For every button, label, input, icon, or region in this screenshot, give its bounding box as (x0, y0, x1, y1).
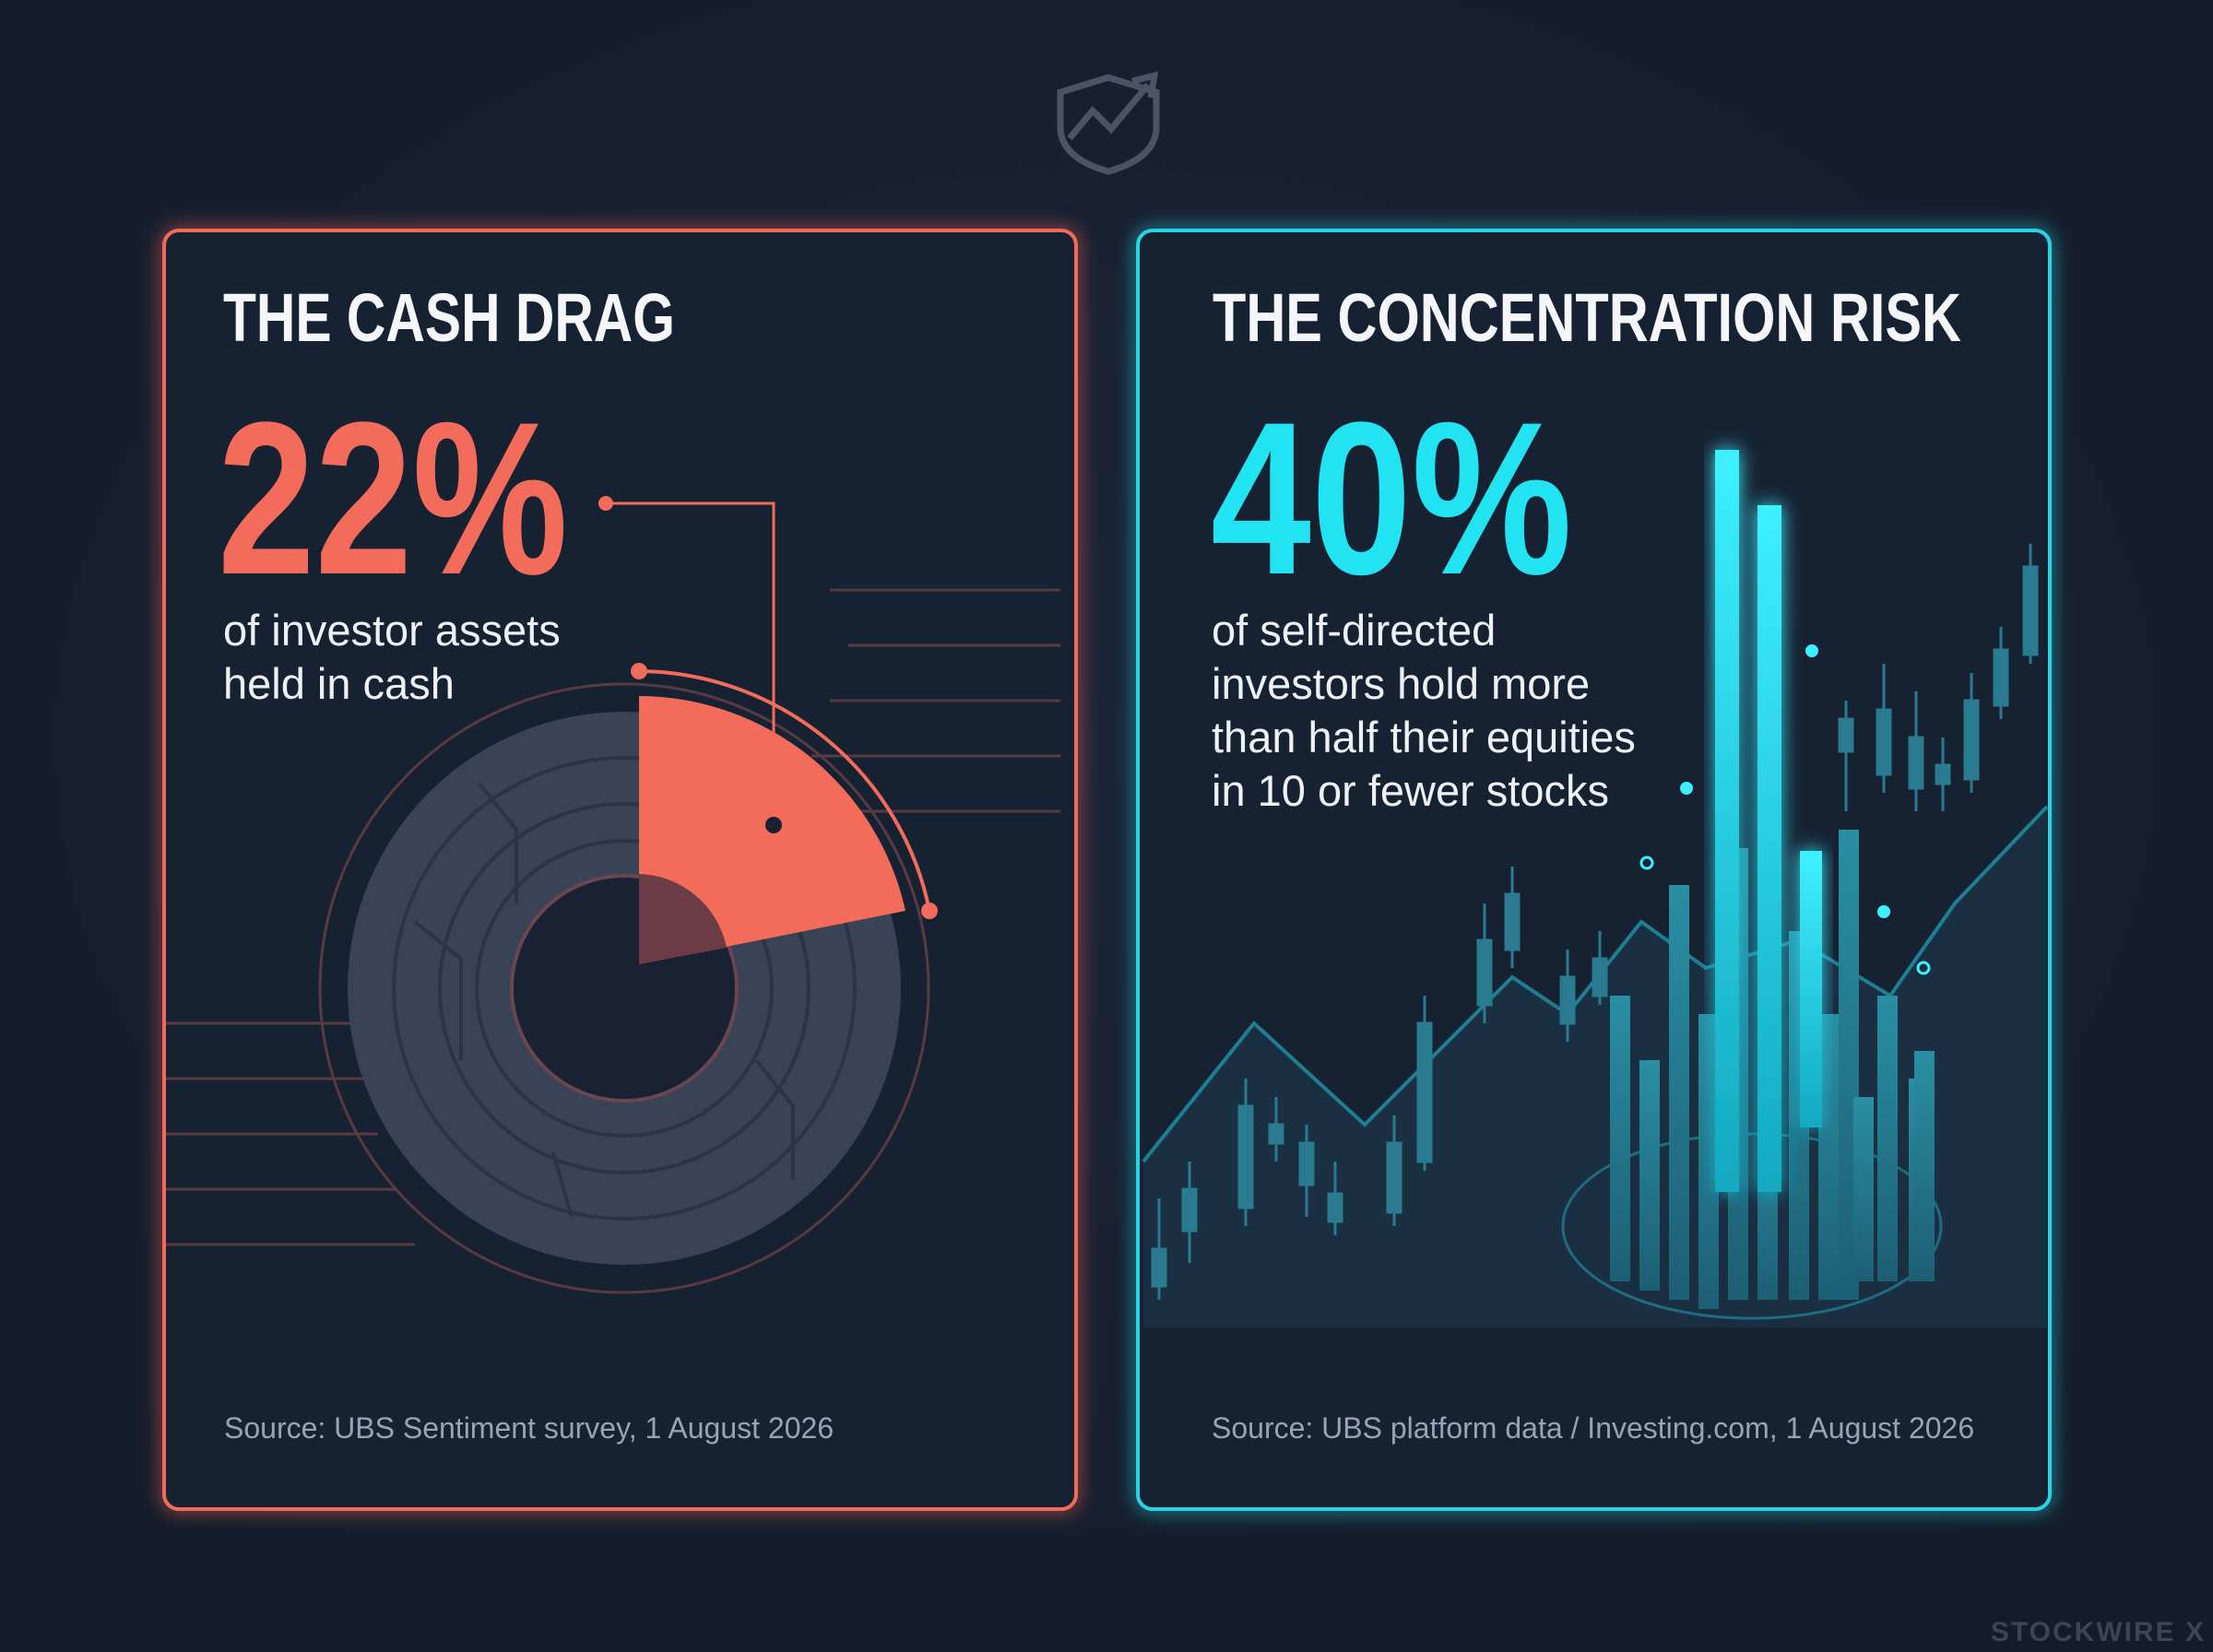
card-description-line: held in cash (223, 659, 455, 708)
stock-chart-decoration (1142, 450, 2049, 1328)
card-stat: 22% (218, 377, 568, 620)
card-stat: 40% (1211, 377, 1572, 620)
card-title: THE CASH DRAG (223, 279, 675, 356)
card-description-line: of self-directed (1212, 606, 1496, 655)
card-title: THE CONCENTRATION RISK (1213, 279, 1961, 356)
card-source: Source: UBS platform data / Investing.co… (1212, 1411, 1974, 1445)
circuit-donut (166, 496, 1060, 1294)
card-description-line: of investor assets (223, 606, 561, 655)
card-description-line: in 10 or fewer stocks (1212, 766, 1609, 815)
card-description-line: investors hold more (1212, 659, 1590, 708)
card-source: Source: UBS Sentiment survey, 1 August 2… (224, 1411, 834, 1445)
logo-icon (1057, 71, 1160, 175)
brand: STOCKWIRE X (1991, 1617, 2206, 1647)
card-description-line: than half their equities (1212, 713, 1636, 761)
